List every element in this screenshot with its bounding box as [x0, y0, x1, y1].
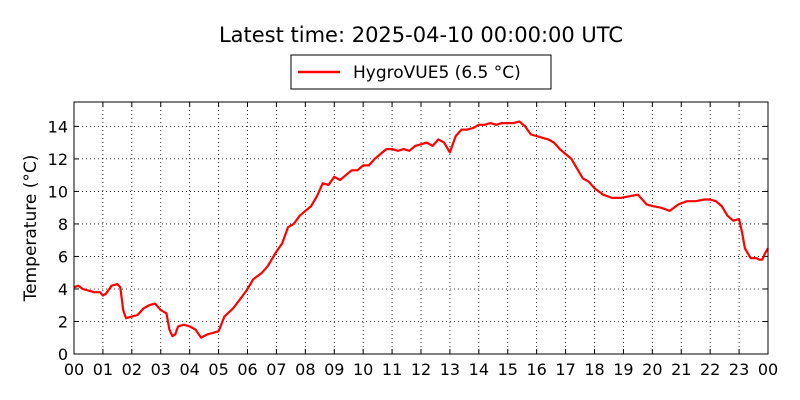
- x-tick-label: 17: [555, 360, 575, 379]
- y-tick-label: 2: [58, 312, 68, 331]
- x-tick-label: 03: [151, 360, 171, 379]
- y-tick-labels: 0 2 4 6 8 10 12 14: [48, 117, 68, 364]
- x-tick-label: 09: [324, 360, 344, 379]
- y-tick-label: 10: [48, 182, 68, 201]
- x-tick-label: 04: [179, 360, 199, 379]
- plot-frame: [73, 101, 769, 355]
- axis-ticks: [73, 102, 769, 355]
- x-tick-label: 11: [382, 360, 402, 379]
- x-tick-label: 12: [411, 360, 431, 379]
- x-tick-label: 19: [613, 360, 633, 379]
- x-tick-label: 16: [526, 360, 546, 379]
- x-tick-label: 23: [729, 360, 749, 379]
- y-tick-label: 0: [58, 345, 68, 364]
- y-axis-label: Temperature (°C): [21, 155, 41, 303]
- y-tick-label: 4: [58, 280, 68, 299]
- x-tick-label: 21: [671, 360, 691, 379]
- legend-label: HygroVUE5 (6.5 °C): [353, 63, 521, 83]
- x-tick-label: 00: [64, 360, 84, 379]
- series-line-hygrovue5: [73, 120, 769, 339]
- x-tick-label: 01: [93, 360, 113, 379]
- x-tick-label: 02: [122, 360, 142, 379]
- legend: HygroVUE5 (6.5 °C): [290, 54, 552, 90]
- x-tick-label: 10: [353, 360, 373, 379]
- x-tick-label: 07: [266, 360, 286, 379]
- x-tick-label: 15: [498, 360, 518, 379]
- series-layer: [73, 120, 769, 339]
- x-tick-labels: 00 01 02 03 04 05 06 07 08 09 10 11 12 13 14 15 16 17 18 19…: [64, 360, 778, 379]
- grid-lines: [74, 102, 768, 354]
- x-tick-label: 18: [584, 360, 604, 379]
- x-tick-label: 20: [642, 360, 662, 379]
- x-tick-label: 13: [440, 360, 460, 379]
- x-tick-label: 00: [758, 360, 778, 379]
- y-tick-label: 14: [48, 117, 68, 136]
- x-tick-label: 05: [208, 360, 228, 379]
- y-tick-label: 8: [58, 215, 68, 234]
- x-tick-label: 06: [237, 360, 257, 379]
- x-tick-label: 14: [469, 360, 489, 379]
- y-tick-label: 12: [48, 150, 68, 169]
- x-tick-label: 08: [295, 360, 315, 379]
- y-tick-label: 6: [58, 247, 68, 266]
- chart-title: Latest time: 2025-04-10 00:00:00 UTC: [219, 23, 623, 47]
- x-tick-label: 22: [700, 360, 720, 379]
